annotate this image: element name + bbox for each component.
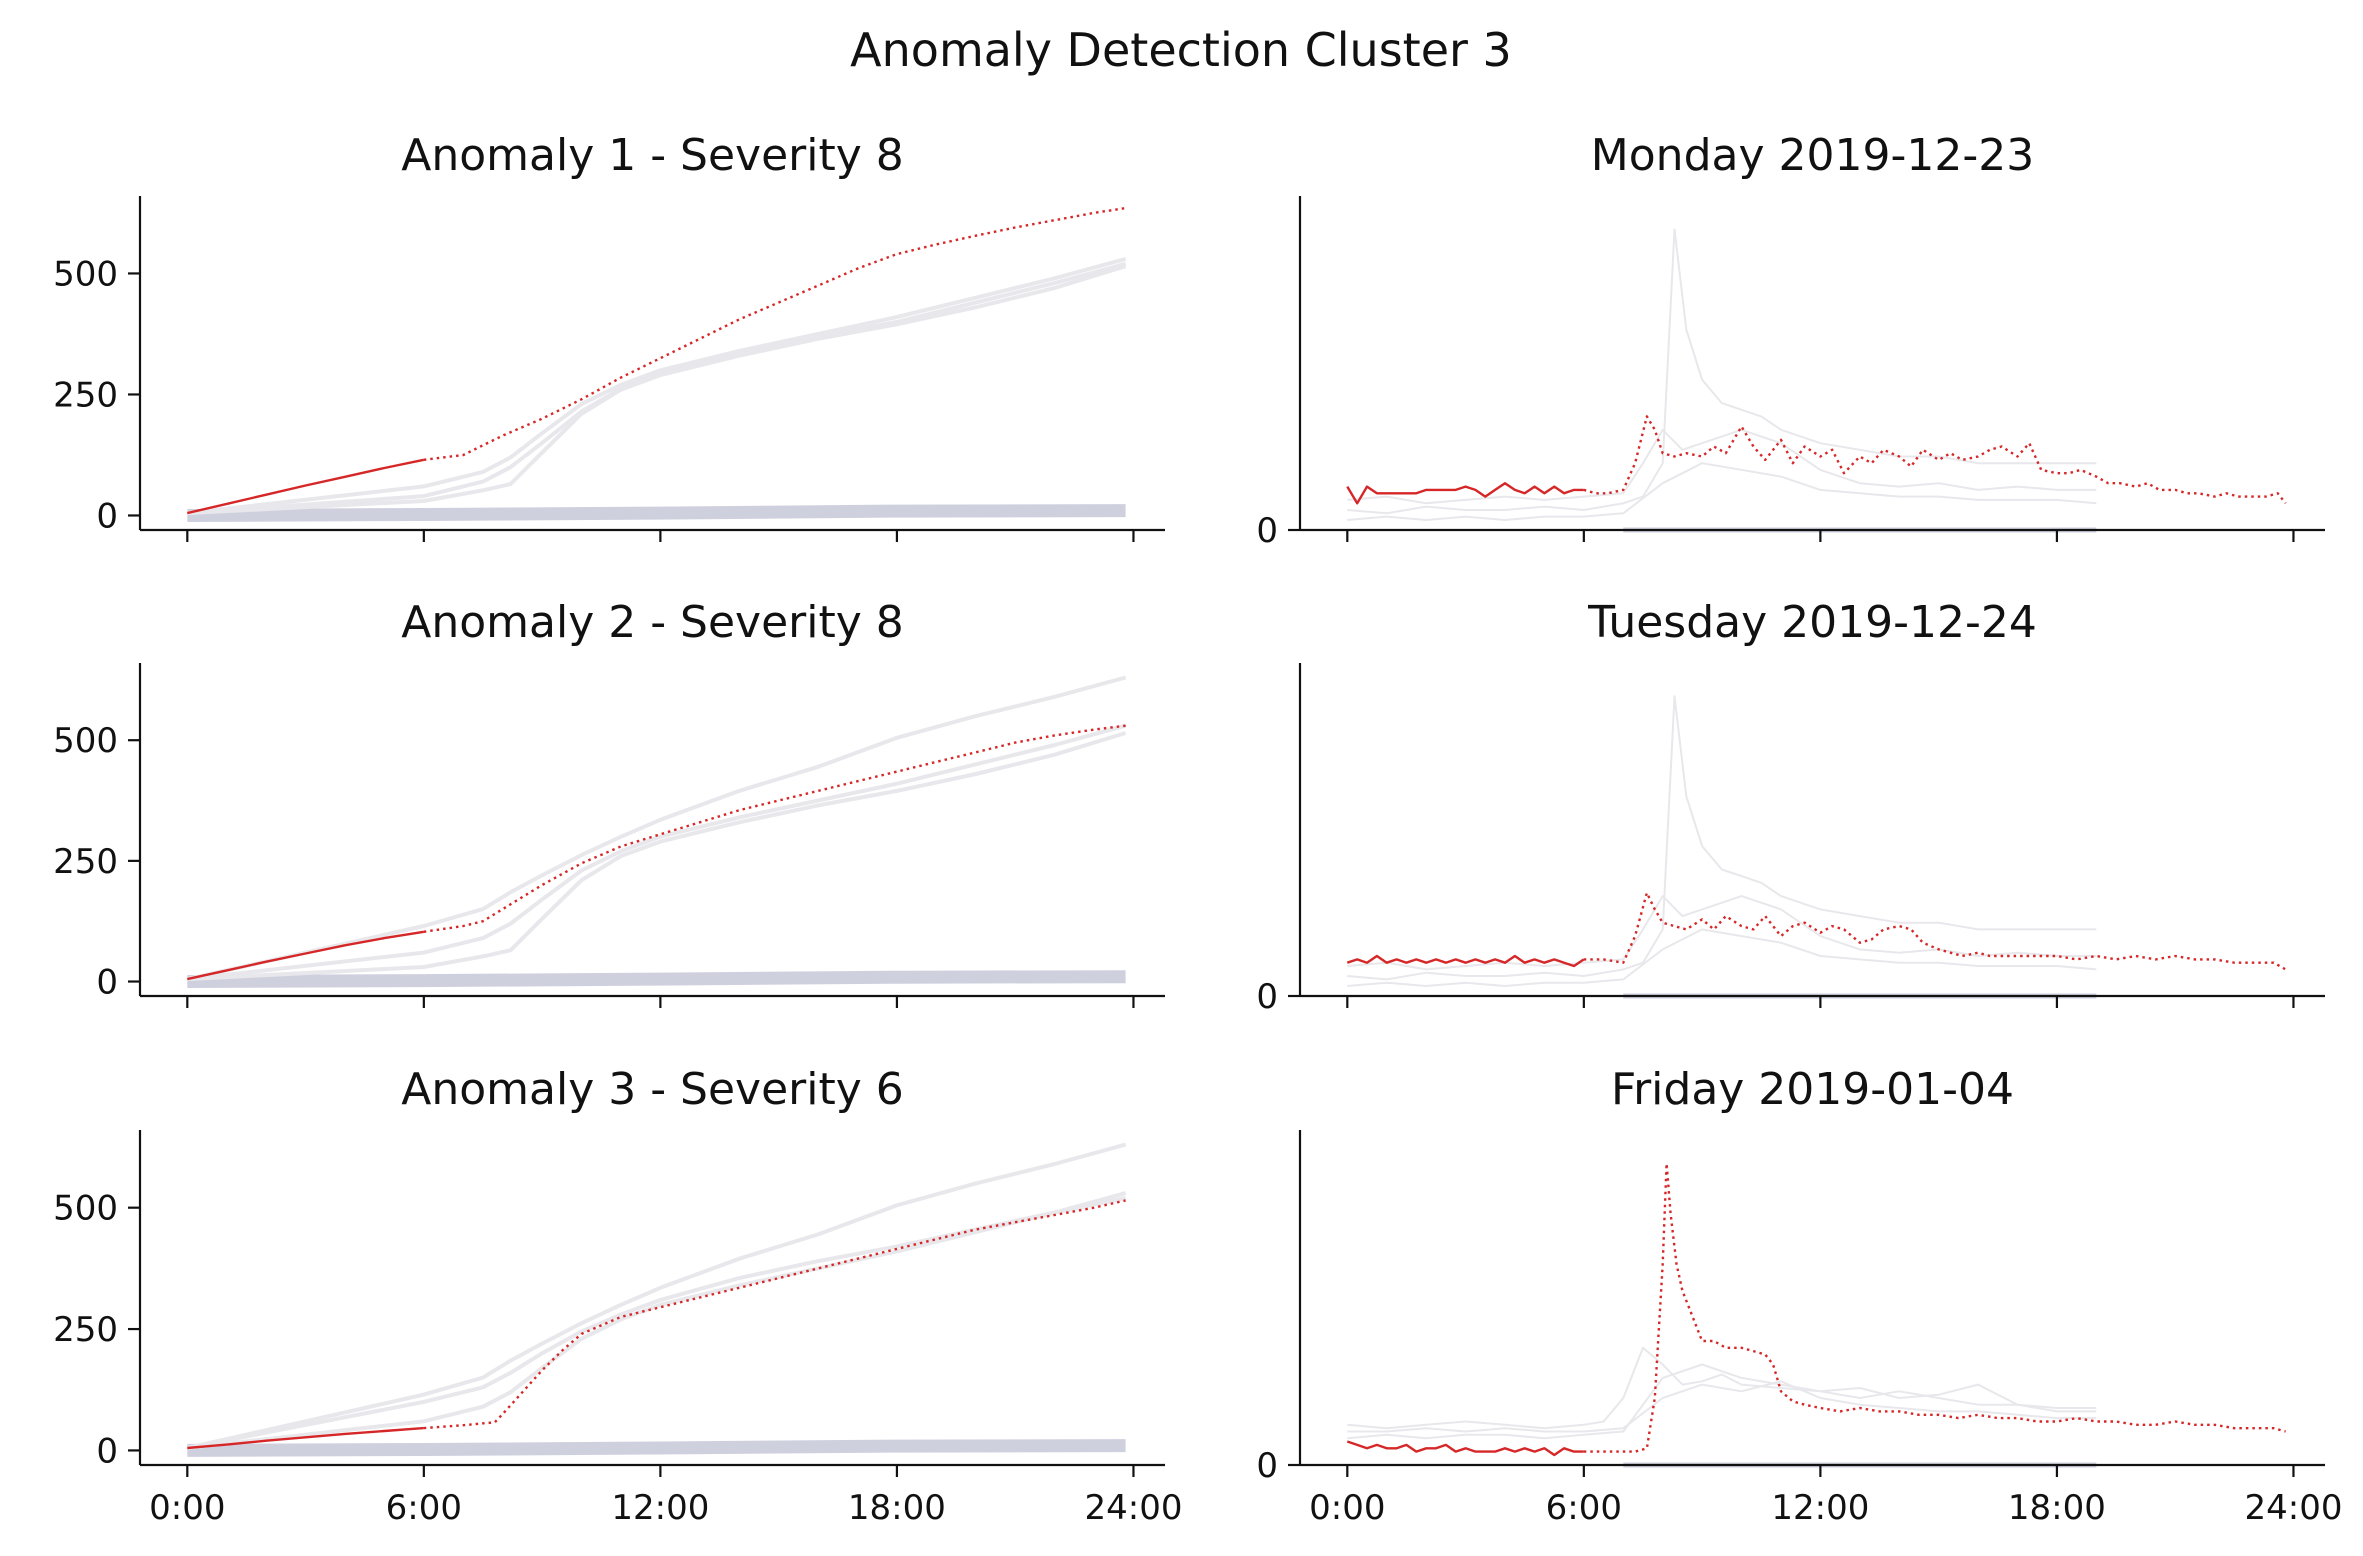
subplot-title: Anomaly 1 - Severity 8 — [401, 130, 904, 181]
y-tick-label: 250 — [53, 842, 118, 882]
y-tick-label: 0 — [96, 1431, 118, 1471]
subplot-title: Friday 2019-01-04 — [1611, 1064, 2014, 1115]
x-tick-label: 0:00 — [149, 1488, 225, 1528]
context-series-line — [186, 1142, 1127, 1450]
subplot-2: Monday 2019-12-23 0 — [1256, 130, 2325, 551]
anomaly-predicted-line — [1583, 1162, 2286, 1453]
x-tick-label: 6:00 — [386, 1488, 462, 1528]
subplot-title: Anomaly 3 - Severity 6 — [401, 1064, 904, 1115]
context-series-line — [1347, 695, 2097, 981]
y-tick-label: 500 — [53, 1189, 118, 1229]
context-series-line — [1347, 1380, 2097, 1433]
context-series-line — [186, 675, 1127, 982]
anomaly-predicted-line — [1583, 891, 2287, 971]
context-series-line — [187, 256, 1127, 516]
y-tick-label: 0 — [96, 963, 118, 1003]
subplot-grid: Anomaly 1 - Severity 8 0 250 500 Monday 2019… — [53, 130, 2342, 1528]
anomaly-observed-line — [1346, 954, 1585, 968]
anomaly-observed-line — [187, 458, 425, 515]
context-series-line — [187, 261, 1127, 516]
anomaly-observed-line — [187, 1426, 424, 1450]
x-tick-label: 24:00 — [2244, 1488, 2342, 1528]
y-tick-label: 250 — [53, 1310, 118, 1350]
context-series-line — [1347, 462, 2097, 521]
subplot-6: Friday 2019-01-04 0:00 6:00 12:00 18:00 24:00… — [1256, 1064, 2342, 1528]
subplot-title: Monday 2019-12-23 — [1591, 130, 2034, 181]
subplot-title: Tuesday 2019-12-24 — [1587, 597, 2037, 648]
context-series-line — [186, 1196, 1127, 1450]
subplot-title: Anomaly 2 - Severity 8 — [401, 597, 904, 648]
x-tick-label: 6:00 — [1546, 1488, 1622, 1528]
y-tick-label: 0 — [1256, 1446, 1278, 1486]
context-series-line — [1347, 228, 2097, 515]
subplot-1: Anomaly 1 - Severity 8 0 250 500 — [53, 130, 1165, 542]
anomaly-observed-line — [187, 930, 424, 981]
anomaly-predicted-line — [423, 1199, 1126, 1430]
context-series-line — [187, 1191, 1127, 1450]
anomaly-observed-line — [1346, 482, 1584, 505]
subplot-5: Anomaly 3 - Severity 6 0:00 6:00 12:00 18:00… — [53, 1064, 1182, 1528]
x-tick-label: 12:00 — [1771, 1488, 1869, 1528]
anomaly-observed-line — [1346, 1440, 1584, 1457]
x-tick-label: 0:00 — [1309, 1488, 1385, 1528]
x-tick-label: 12:00 — [611, 1488, 709, 1528]
subplot-4: Tuesday 2019-12-24 0 — [1256, 597, 2325, 1017]
context-series-line — [1347, 928, 2097, 987]
y-tick-label: 0 — [96, 496, 118, 536]
y-tick-label: 0 — [1256, 977, 1278, 1017]
context-series-line — [1347, 428, 2097, 505]
x-tick-label: 18:00 — [2008, 1488, 2106, 1528]
anomaly-predicted-line — [1583, 415, 2287, 505]
context-series-line — [187, 723, 1127, 982]
context-series-line — [187, 731, 1127, 982]
x-tick-label: 18:00 — [848, 1488, 946, 1528]
y-tick-label: 0 — [1256, 511, 1278, 551]
anomaly-predicted-line — [423, 206, 1126, 461]
x-tick-label: 24:00 — [1084, 1488, 1182, 1528]
context-series-line — [1347, 895, 2097, 971]
y-tick-label: 250 — [53, 375, 118, 415]
baseline-band-series — [187, 1439, 1126, 1457]
y-tick-label: 500 — [53, 254, 118, 294]
context-series-line — [1347, 1346, 2097, 1430]
baseline-band-series — [187, 504, 1126, 522]
baseline-band-series — [187, 970, 1126, 988]
anomaly-predicted-line — [423, 724, 1126, 933]
figure-suptitle: Anomaly Detection Cluster 3 — [850, 23, 1512, 77]
context-series-line — [1347, 1363, 2097, 1440]
context-series-line — [187, 264, 1127, 516]
y-tick-label: 500 — [53, 721, 118, 761]
subplot-3: Anomaly 2 - Severity 8 0 250 500 — [53, 597, 1165, 1008]
